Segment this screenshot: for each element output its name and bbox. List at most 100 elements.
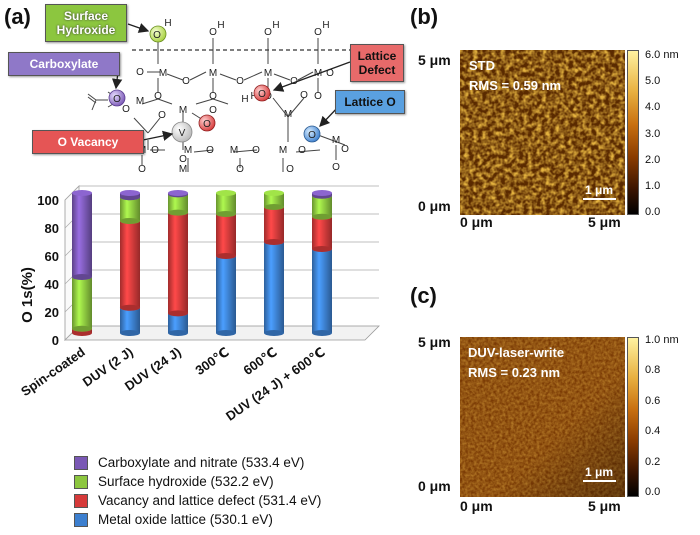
colorbar-tick-label: 1.0 nm <box>645 334 679 346</box>
hydrogen-atom-label: H <box>272 20 279 31</box>
colorbar-tick-label: 0.0 <box>645 486 661 498</box>
hydrogen-atom-label: H <box>241 94 248 105</box>
hydrogen-atom-label: H <box>322 20 329 31</box>
colorbar-tick-label: 0.0 <box>645 206 661 218</box>
afm-duv-x-left: 0 μm <box>460 498 493 514</box>
oxygen-atom-label: O <box>136 67 144 78</box>
afm-duv-y-bottom: 0 μm <box>418 478 451 494</box>
atom-oxygen: O <box>209 27 217 38</box>
chart-y-tick-label: 100 <box>37 193 59 208</box>
callout-carboxylate: Carboxylate <box>8 52 120 76</box>
chart-x-tick-label: Spin-coated <box>18 344 88 399</box>
callout-arrows <box>111 23 351 141</box>
oxygen-atom-label: O <box>182 76 190 87</box>
panel-label-c: (c) <box>410 283 437 308</box>
oxygen-atom-label: O <box>209 91 217 102</box>
metal-atom-label: M <box>159 68 167 79</box>
metal-atom-label: M <box>184 145 192 156</box>
oxygen-atom-label: O <box>326 68 334 79</box>
carboxylate-oxygen-atom: O <box>108 89 126 107</box>
oxygen-atom-label: O <box>151 145 159 156</box>
chart-y-tick-label: 60 <box>45 249 59 264</box>
metal-atom-label: M <box>179 105 187 116</box>
oxygen-atom-label: O <box>298 145 306 156</box>
oxygen-atom-label: O <box>286 164 294 175</box>
bar-segment <box>264 204 284 245</box>
oxygen-atom-label: O <box>341 144 349 155</box>
callout-lattice-defect: Lattice Defect <box>350 44 404 82</box>
afm-std-x-right: 5 μm <box>588 214 621 230</box>
hydrogen-atom-label: H <box>164 18 171 29</box>
oxygen-atom-label: O <box>300 90 308 101</box>
metal-atom-label: M <box>264 68 272 79</box>
bar-segment <box>216 211 236 259</box>
colorbar-tick-label: 4.0 <box>645 101 661 114</box>
oxygen-atom-label: O <box>314 91 322 102</box>
afm-std-colorbar <box>627 50 639 215</box>
metal-atom-label: M <box>230 145 238 156</box>
oxygen-atom-label: O <box>314 27 322 38</box>
oxygen-atom-label: O <box>236 76 244 87</box>
colorbar-tick-label: 6.0 nm <box>645 49 679 61</box>
metal-atom-label: M <box>279 145 287 156</box>
bar-segment <box>216 190 236 217</box>
metal-atom-label: M <box>332 135 340 146</box>
chart-y-tick-labels: 0 20 40 60 80 100 <box>37 193 59 348</box>
lattice-oxygen-atom: O <box>303 125 321 143</box>
afm-std-y-top: 5 μm <box>418 52 451 68</box>
chart-y-axis-label: O 1s(%) <box>19 267 36 323</box>
bar-segment <box>168 190 188 198</box>
chart-y-tick-label: 0 <box>52 333 59 348</box>
oxygen-atom-label: O <box>290 76 298 87</box>
bar-segment <box>264 190 284 210</box>
afm-std-scale-bar <box>583 198 616 200</box>
colorbar-tick-label: 2.0 <box>645 153 661 166</box>
carboxylate-group <box>87 93 108 111</box>
chart-x-tick-label: 300℃ <box>192 344 231 378</box>
callout-o-vacancy: O Vacancy <box>32 130 144 154</box>
panel-label-b: (b) <box>410 4 439 29</box>
metal-atom-label: M <box>179 164 187 175</box>
oxygen-atom-label: O <box>138 164 146 175</box>
chart-x-tick-label: 600℃ <box>240 344 279 378</box>
oxygen-atom-label: O <box>122 104 130 115</box>
legend-label: Metal oxide lattice (530.1 eV) <box>98 512 273 527</box>
metal-atom-label: M <box>136 96 144 107</box>
afm-image-std: STD RMS = 0.59 nm 1 μm <box>460 50 625 215</box>
hydrogen-atom-label: H <box>217 20 224 31</box>
colorbar-tick-label: 5.0 <box>645 75 661 88</box>
afm-duv-x-right: 5 μm <box>588 498 621 514</box>
chart-y-tick-label: 40 <box>45 277 59 292</box>
oxygen-atom-label: O <box>179 154 187 165</box>
bar-segment <box>312 246 332 336</box>
callout-surface-hydroxide: Surface Hydroxide <box>45 4 127 42</box>
afm-std-scale-label: 1 μm <box>585 183 614 197</box>
legend-label: Carboxylate and nitrate (533.4 eV) <box>98 455 305 470</box>
colorbar-tick-label: 0.6 <box>645 394 661 407</box>
legend-item: Surface hydroxide (532.2 eV) <box>74 474 274 489</box>
afm-duv-colorbar <box>627 337 639 497</box>
legend-item: Metal oxide lattice (530.1 eV) <box>74 512 273 527</box>
legend-swatch <box>74 474 88 489</box>
legend-swatch <box>74 493 88 508</box>
bar-segment <box>72 274 92 332</box>
oxygen-atom-label: O <box>258 89 266 100</box>
hydroxide-oxygen-atom: O H <box>149 18 172 43</box>
afm-std-x-left: 0 μm <box>460 214 493 230</box>
chart-y-tick-label: 20 <box>45 305 59 320</box>
afm-std-title: STD <box>469 58 495 73</box>
bar-segment <box>216 253 236 336</box>
oxygen-atom-label: O <box>206 145 214 156</box>
afm-duv-scale-label: 1 μm <box>585 465 614 479</box>
oxygen-atom-label: O <box>308 130 316 141</box>
bar-segment <box>312 190 332 199</box>
defect-oxygen-atom-2: O <box>253 84 271 102</box>
lattice-schematic: O H OH OH O MO MO MO MO OO OO MO MO O MO… <box>87 18 360 175</box>
colorbar-tick-label: 1.0 <box>645 179 661 192</box>
legend-label: Surface hydroxide (532.2 eV) <box>98 474 274 489</box>
atom-labels: O H OH OH O MO MO MO MO OO OO MO MO O MO… <box>122 20 349 175</box>
afm-std-y-bottom: 0 μm <box>418 198 451 214</box>
legend-swatch <box>74 512 88 527</box>
bar-segment <box>120 190 140 201</box>
